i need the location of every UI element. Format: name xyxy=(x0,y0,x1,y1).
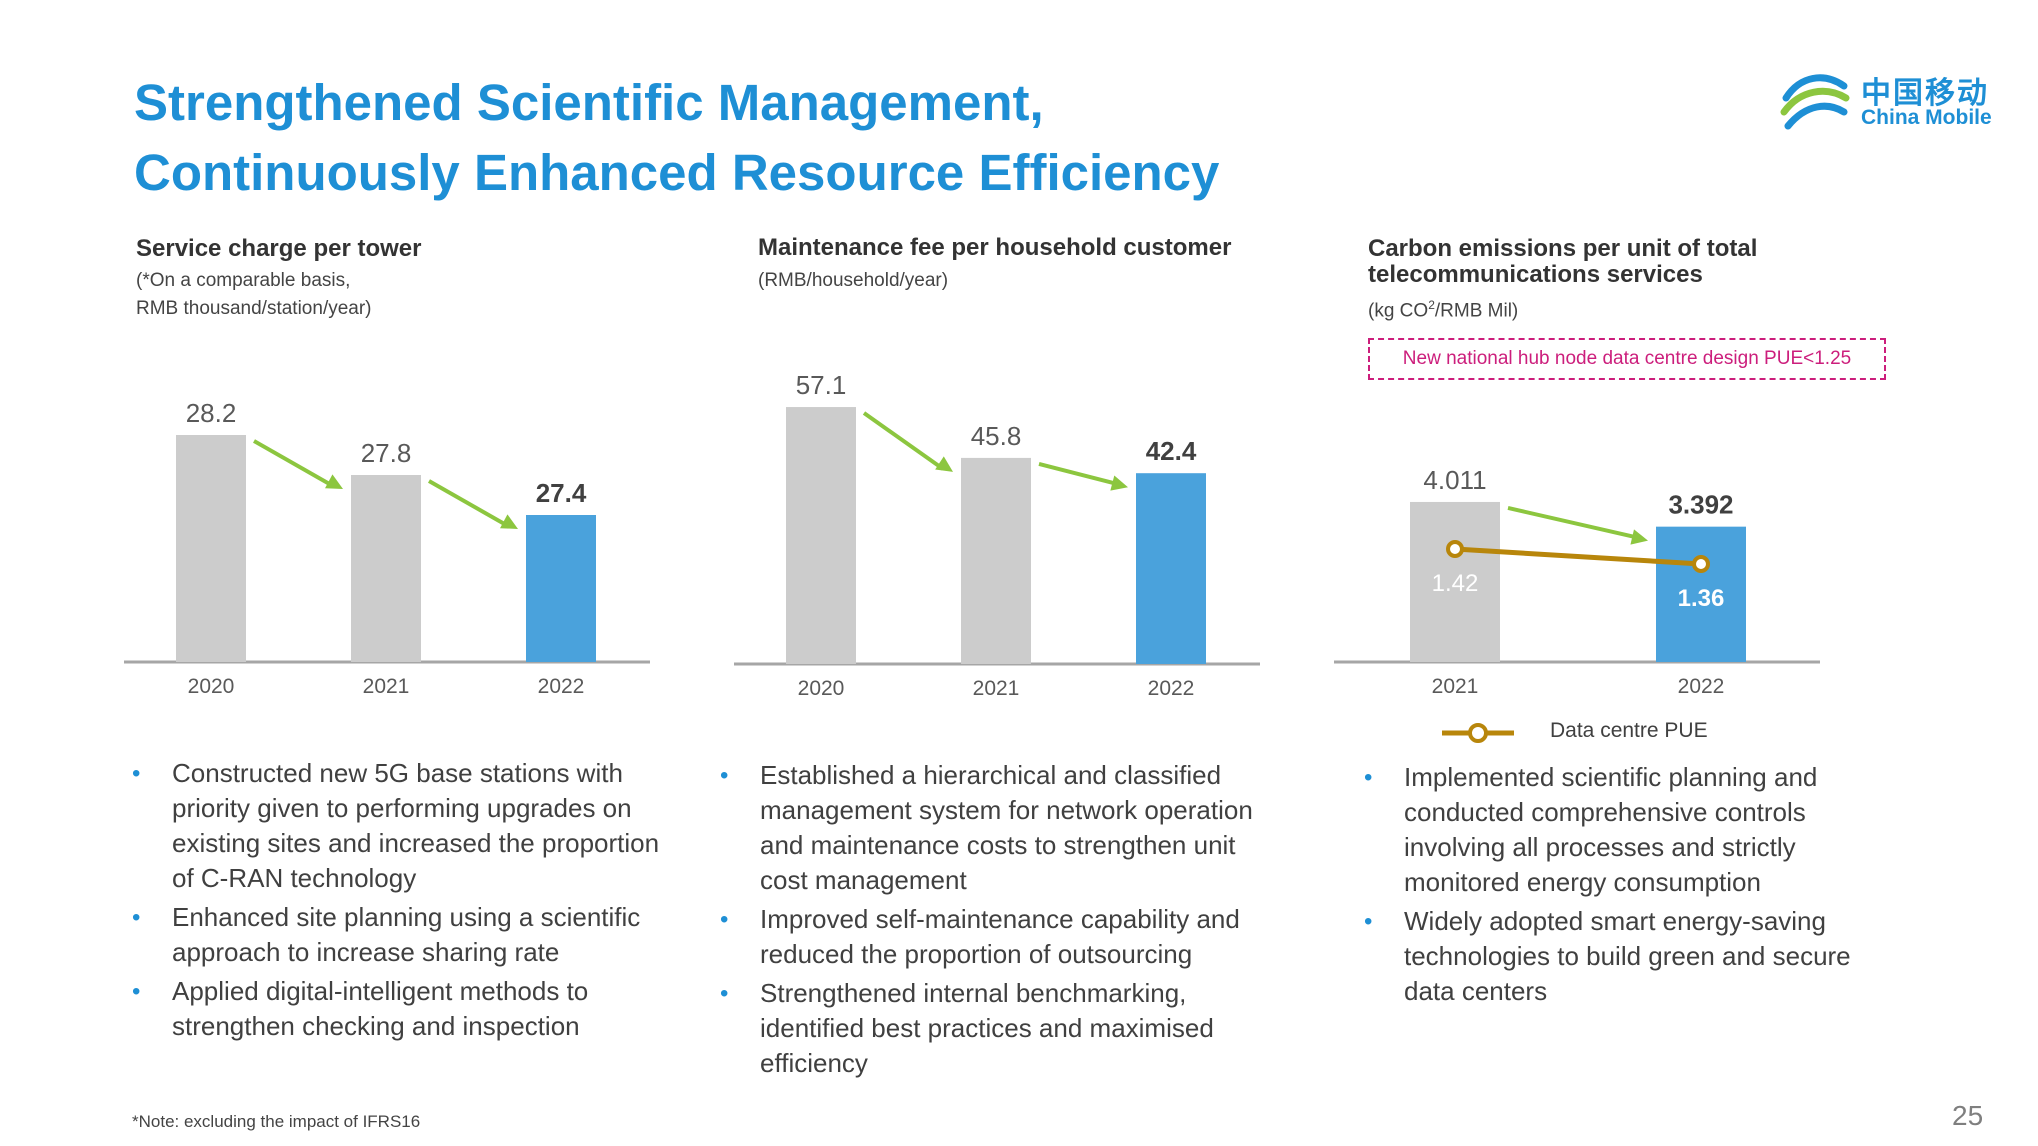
bar xyxy=(786,407,856,664)
title-line-2: Continuously Enhanced Resource Efficienc… xyxy=(134,144,1220,201)
trend-arrow xyxy=(862,411,945,471)
data-label: 4.011 xyxy=(1423,465,1486,495)
bar xyxy=(1656,526,1746,662)
panel3-bullet-list: • Implemented scientific planning and con… xyxy=(1364,760,1904,1013)
bullet-item: • Established a hierarchical and classifi… xyxy=(720,760,1253,895)
panel1-title: Service charge per tower xyxy=(136,235,422,262)
logo-chinese-text: 中国移动 xyxy=(1861,77,1989,110)
panel3-title-1: Carbon emissions per unit of total xyxy=(1368,235,1758,262)
x-tick-label: 2022 xyxy=(1148,677,1195,700)
panel3-subtitle: (kg CO2/RMB Mil) xyxy=(1368,298,1519,322)
panel2-title: Maintenance fee per household customer xyxy=(758,234,1232,261)
bar xyxy=(961,457,1031,664)
bullet-item: • Strengthened internal benchmarking, ide… xyxy=(720,978,1214,1078)
panel3-title-2: telecommunications services xyxy=(1368,261,1703,288)
x-tick-label: 2022 xyxy=(1678,675,1725,698)
brand-logo: 中国移动 China Mobile xyxy=(1780,66,2000,138)
trend-arrow-head xyxy=(1630,529,1648,545)
panel2-bullet-list: • Established a hierarchical and classifi… xyxy=(720,758,1260,1085)
panel1-subtitle-1: (*On a comparable basis, xyxy=(136,270,351,291)
bullet-item: • Improved self-maintenance capability an… xyxy=(720,904,1240,969)
trend-arrow xyxy=(428,479,509,528)
data-label: 27.8 xyxy=(361,438,412,468)
pue-legend-marker-icon xyxy=(1442,723,1514,743)
pue-callout: New national hub node data centre design… xyxy=(1368,338,1886,380)
panel1-subtitle-2: RMB thousand/station/year) xyxy=(136,298,372,319)
footnote: *Note: excluding the impact of IFRS16 xyxy=(132,1112,421,1131)
data-label: 42.4 xyxy=(1146,436,1197,466)
bullet-item: • Constructed new 5G base stations with p… xyxy=(132,758,660,893)
chart-maintenance-fee: 57.1 2020 45.8 2021 42.4 2022 xyxy=(734,370,1260,700)
chart-carbon-emissions: 4.011 2021 3.392 2022 1.42 1.36 xyxy=(1334,465,1820,698)
china-mobile-logo-icon xyxy=(1780,74,1850,130)
bar xyxy=(1410,501,1500,662)
bar xyxy=(176,435,246,662)
x-tick-label: 2022 xyxy=(538,675,585,698)
data-label: 45.8 xyxy=(971,421,1022,451)
bullet-item: • Applied digital-intelligent methods to … xyxy=(132,976,589,1041)
trend-arrow-head xyxy=(1110,475,1128,491)
chart-service-charge: 28.2 2020 27.8 2021 27.4 2022 xyxy=(124,398,650,698)
trend-arrow xyxy=(1507,506,1639,540)
legend-label: Data centre PUE xyxy=(1550,719,1708,742)
x-tick-label: 2021 xyxy=(363,675,410,698)
x-tick-label: 2021 xyxy=(973,677,1020,700)
logo-english-text: China Mobile xyxy=(1861,106,1992,129)
bullet-item: • Enhanced site planning using a scientif… xyxy=(132,902,641,967)
trend-arrow-head xyxy=(325,474,343,489)
pue-point xyxy=(1446,540,1464,558)
pue-data-label: 1.36 xyxy=(1678,585,1725,612)
bullet-item: • Widely adopted smart energy-saving tech… xyxy=(1364,906,1851,1006)
panel2-subtitle: (RMB/household/year) xyxy=(758,270,949,291)
x-tick-label: 2020 xyxy=(188,675,235,698)
chart-legend: Data centre PUE xyxy=(1442,716,1762,750)
page-number: 25 xyxy=(1952,1100,1984,1131)
bullet-item: • Implemented scientific planning and con… xyxy=(1364,762,1818,897)
data-label: 27.4 xyxy=(536,478,587,508)
x-tick-label: 2021 xyxy=(1432,675,1479,698)
pue-line xyxy=(1454,546,1702,567)
panel1-bullet-list: • Constructed new 5G base stations with p… xyxy=(132,756,672,1048)
bar xyxy=(526,515,596,662)
data-label: 57.1 xyxy=(796,370,847,400)
x-tick-label: 2020 xyxy=(798,677,845,700)
bar xyxy=(1136,473,1206,664)
trend-arrow xyxy=(253,439,334,488)
bar xyxy=(351,475,421,662)
title-line-1: Strengthened Scientific Management, xyxy=(134,74,1044,131)
page-title: Strengthened Scientific Management, Cont… xyxy=(134,68,1219,208)
data-label: 3.392 xyxy=(1668,490,1733,520)
pue-point xyxy=(1692,555,1710,573)
trend-arrow-head xyxy=(935,456,953,472)
trend-arrow-head xyxy=(500,514,518,529)
pue-data-label: 1.42 xyxy=(1432,570,1479,597)
data-label: 28.2 xyxy=(186,398,237,428)
trend-arrow xyxy=(1038,461,1119,487)
